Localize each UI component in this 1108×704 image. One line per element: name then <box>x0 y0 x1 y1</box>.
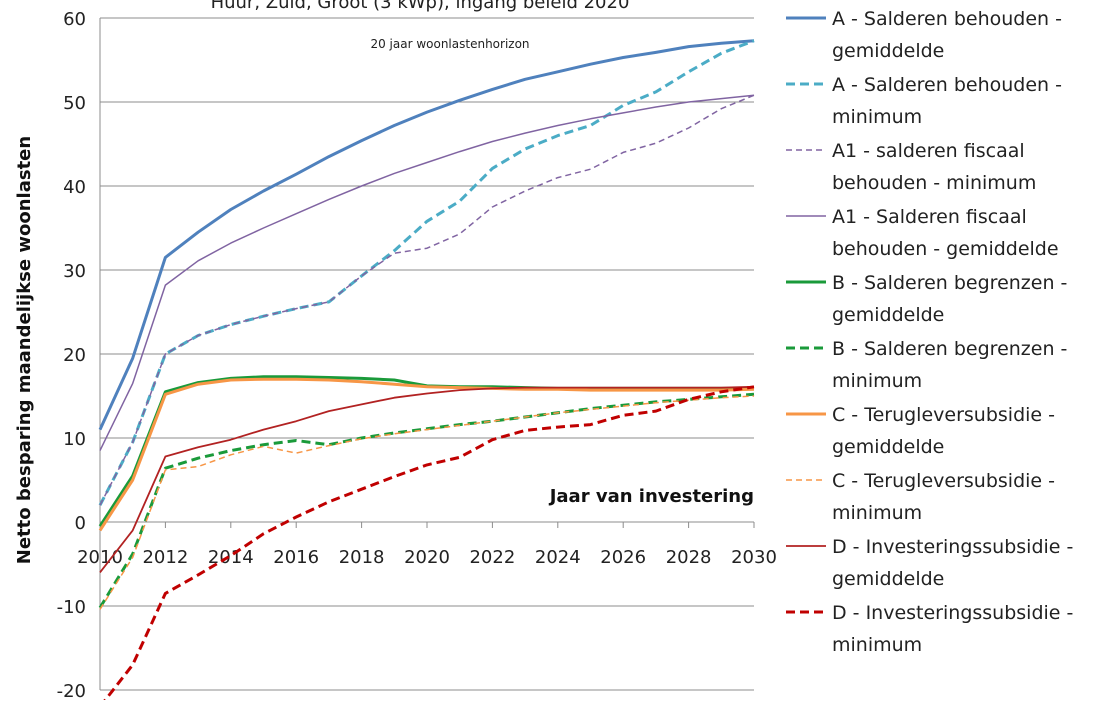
x-axis-label: Jaar van investering <box>548 486 754 507</box>
y-tick-label: 30 <box>63 261 86 282</box>
y-axis-label: Netto besparing maandelijkse woonlasten <box>14 136 35 564</box>
legend-label: B - Salderen begrenzen - <box>832 272 1067 294</box>
y-tick-label: 10 <box>63 429 86 450</box>
y-tick-label: -10 <box>57 597 86 618</box>
legend-label: minimum <box>832 370 922 392</box>
legend-label: A1 - Salderen fiscaal <box>832 206 1027 228</box>
y-tick-label: 60 <box>63 9 86 30</box>
series-line-9 <box>100 385 755 704</box>
legend-label: A - Salderen behouden - <box>832 8 1062 30</box>
x-tick-label: 2030 <box>731 547 777 568</box>
series-line-8 <box>99 385 755 573</box>
legend-label: D - Investeringssubsidie - <box>832 602 1073 624</box>
x-tick-label: 2026 <box>600 547 646 568</box>
legend-label: D - Investeringssubsidie - <box>832 536 1073 558</box>
chart-title: Huur, Zuid, Groot (3 kWp), ingang beleid… <box>211 0 630 13</box>
x-tick-label: 2016 <box>273 547 319 568</box>
legend-label: A - Salderen behouden - <box>832 74 1062 96</box>
legend-label: gemiddelde <box>832 40 944 62</box>
legend-label: gemiddelde <box>832 436 944 458</box>
legend-label: C - Terugleversubsidie - <box>832 404 1055 426</box>
x-tick-label: 2014 <box>208 547 254 568</box>
gridlines <box>100 17 754 691</box>
legend: A - Salderen behouden - gemiddelde A - Sal… <box>786 8 1073 656</box>
series-line-1 <box>98 39 755 506</box>
legend-label: behouden - gemiddelde <box>832 238 1059 260</box>
legend-label: B - Salderen begrenzen - <box>832 338 1067 360</box>
series-line-6 <box>98 377 755 532</box>
legend-label: gemiddelde <box>832 304 944 326</box>
legend-label: A1 - salderen fiscaal <box>832 140 1025 162</box>
series-line-0 <box>98 39 755 431</box>
x-tick-label: 2012 <box>142 547 188 568</box>
chart-annotation: 20 jaar woonlastenhorizon <box>370 37 529 51</box>
series-lines <box>98 39 755 704</box>
x-tick-label: 2022 <box>469 547 515 568</box>
legend-label: behouden - minimum <box>832 172 1036 194</box>
series-line-2 <box>99 94 755 506</box>
x-tick-label: 2028 <box>666 547 712 568</box>
x-tick-label: 2018 <box>339 547 385 568</box>
legend-label: minimum <box>832 634 922 656</box>
y-tick-label: 20 <box>63 345 86 366</box>
series-line-5 <box>98 392 755 609</box>
y-tick-label: 0 <box>75 513 86 534</box>
legend-label: minimum <box>832 502 922 524</box>
x-tick-label: 2020 <box>404 547 450 568</box>
x-tick-label: 2024 <box>535 547 581 568</box>
y-tick-label: 50 <box>63 93 86 114</box>
legend-label: gemiddelde <box>832 568 944 590</box>
series-line-7 <box>99 395 755 610</box>
y-tick-label: 40 <box>63 177 86 198</box>
series-line-3 <box>99 94 755 451</box>
y-tick-label: -20 <box>57 681 86 700</box>
legend-label: C - Terugleversubsidie - <box>832 470 1055 492</box>
legend-label: minimum <box>832 106 922 128</box>
x-tick-label: 2010 <box>77 547 123 568</box>
